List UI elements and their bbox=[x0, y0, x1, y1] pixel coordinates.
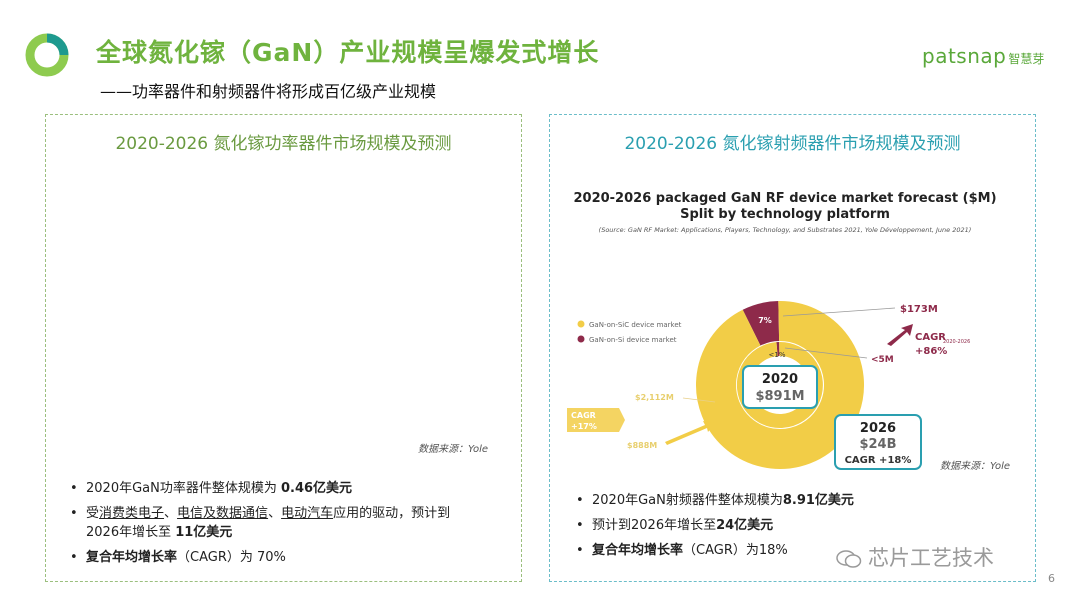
label-cagr-18: CAGR +18% bbox=[845, 455, 912, 466]
label-2020: 2020 bbox=[762, 372, 798, 387]
cagr-up-arrow-icon bbox=[887, 324, 913, 346]
cagr-sic-badge-icon bbox=[567, 408, 625, 432]
list-item: 2020年GaN射频器件整体规模为8.91亿美元 bbox=[574, 491, 1024, 510]
label-cagr-word: CAGR bbox=[915, 332, 946, 343]
callout-line-173m bbox=[782, 307, 896, 317]
power-bullet-list: 2020年GaN功率器件整体规模为 0.46亿美元 受消费类电子、电信及数据通信… bbox=[68, 479, 508, 573]
cagr-sic-arrow-icon bbox=[665, 421, 715, 445]
label-173m: $173M bbox=[900, 304, 938, 315]
power-device-panel: 2020-2026 氮化镓功率器件市场规模及预测 数据来源：Yole 2020年… bbox=[45, 114, 522, 582]
label-sic-2020: $888M bbox=[627, 441, 657, 450]
list-item: 复合年均增长率（CAGR）为18% bbox=[574, 541, 1024, 560]
chart-title: 2020-2026 packaged GaN RF device market … bbox=[573, 191, 996, 206]
label-5m: <5M bbox=[871, 355, 894, 365]
donut-slice-2026-sic bbox=[696, 301, 864, 469]
power-panel-title: 2020-2026 氮化镓功率器件市场规模及预测 bbox=[115, 134, 452, 154]
box-2026 bbox=[834, 414, 922, 470]
chart-subtitle: Split by technology platform bbox=[680, 207, 890, 222]
label-24b: $24B bbox=[859, 437, 896, 452]
center-box-2020 bbox=[742, 365, 818, 409]
legend-label-si: GaN-on-Si device market bbox=[589, 336, 677, 344]
callout-line-sic-2026 bbox=[682, 397, 716, 403]
brand-name-zh: 智慧芽 bbox=[1008, 52, 1045, 66]
label-17: +17% bbox=[571, 422, 597, 431]
list-item: 受消费类电子、电信及数据通信、电动汽车应用的驱动，预计到2026年增长至 11亿… bbox=[68, 504, 508, 542]
brand-name-en: patsnap bbox=[922, 44, 1007, 68]
page-title: 全球氮化镓（GaN）产业规模呈爆发式增长 bbox=[96, 38, 600, 67]
rf-device-panel: 2020-2026 氮化镓射频器件市场规模及预测 数据来源：Yole 2020年… bbox=[549, 114, 1036, 582]
label-cagr-sic: CAGR bbox=[571, 411, 596, 420]
list-item: 预计到2026年增长至24亿美元 bbox=[574, 516, 1024, 535]
rf-bullet-list: 2020年GaN射频器件整体规模为8.91亿美元 预计到2026年增长至24亿美… bbox=[574, 491, 1024, 566]
list-item: 复合年均增长率（CAGR）为 70% bbox=[68, 548, 508, 567]
label-sic-2026: $2,112M bbox=[635, 393, 674, 402]
chat-bubble-icon bbox=[836, 550, 862, 568]
page-number: 6 bbox=[1048, 572, 1055, 585]
callout-line-5m bbox=[784, 347, 868, 359]
legend-label-sic: GaN-on-SiC device market bbox=[589, 321, 682, 329]
chart-source: (Source: GaN RF Market: Applications, Pl… bbox=[599, 226, 972, 234]
slice-label-7pct: 7% bbox=[758, 316, 772, 325]
rf-source-label: 数据来源：Yole bbox=[940, 461, 1011, 472]
donut-slice-2026-si bbox=[742, 301, 780, 346]
power-source-label: 数据来源：Yole bbox=[418, 444, 489, 455]
slice-label-lt1: <1% bbox=[769, 351, 786, 359]
watermark-text: 芯片工艺技术 bbox=[868, 546, 994, 570]
label-891m: $891M bbox=[755, 389, 804, 404]
label-86: +86% bbox=[915, 346, 947, 357]
rf-panel-title: 2020-2026 氮化镓射频器件市场规模及预测 bbox=[624, 134, 961, 154]
label-2020-2026: 2020-2026 bbox=[943, 339, 970, 345]
legend-marker-si bbox=[577, 335, 585, 343]
brand-logo: patsnap 智慧芽 bbox=[922, 44, 1044, 68]
list-item: 2020年GaN功率器件整体规模为 0.46亿美元 bbox=[68, 479, 508, 498]
logo-ring-icon bbox=[25, 33, 69, 77]
watermark: 芯片工艺技术 bbox=[836, 542, 994, 572]
label-2026: 2026 bbox=[860, 421, 896, 436]
rf-donut-chart: 2020-2026 packaged GaN RF device market … bbox=[567, 191, 997, 470]
page-subtitle: ——功率器件和射频器件将形成百亿级产业规模 bbox=[100, 82, 437, 101]
legend-marker-sic bbox=[577, 320, 585, 328]
